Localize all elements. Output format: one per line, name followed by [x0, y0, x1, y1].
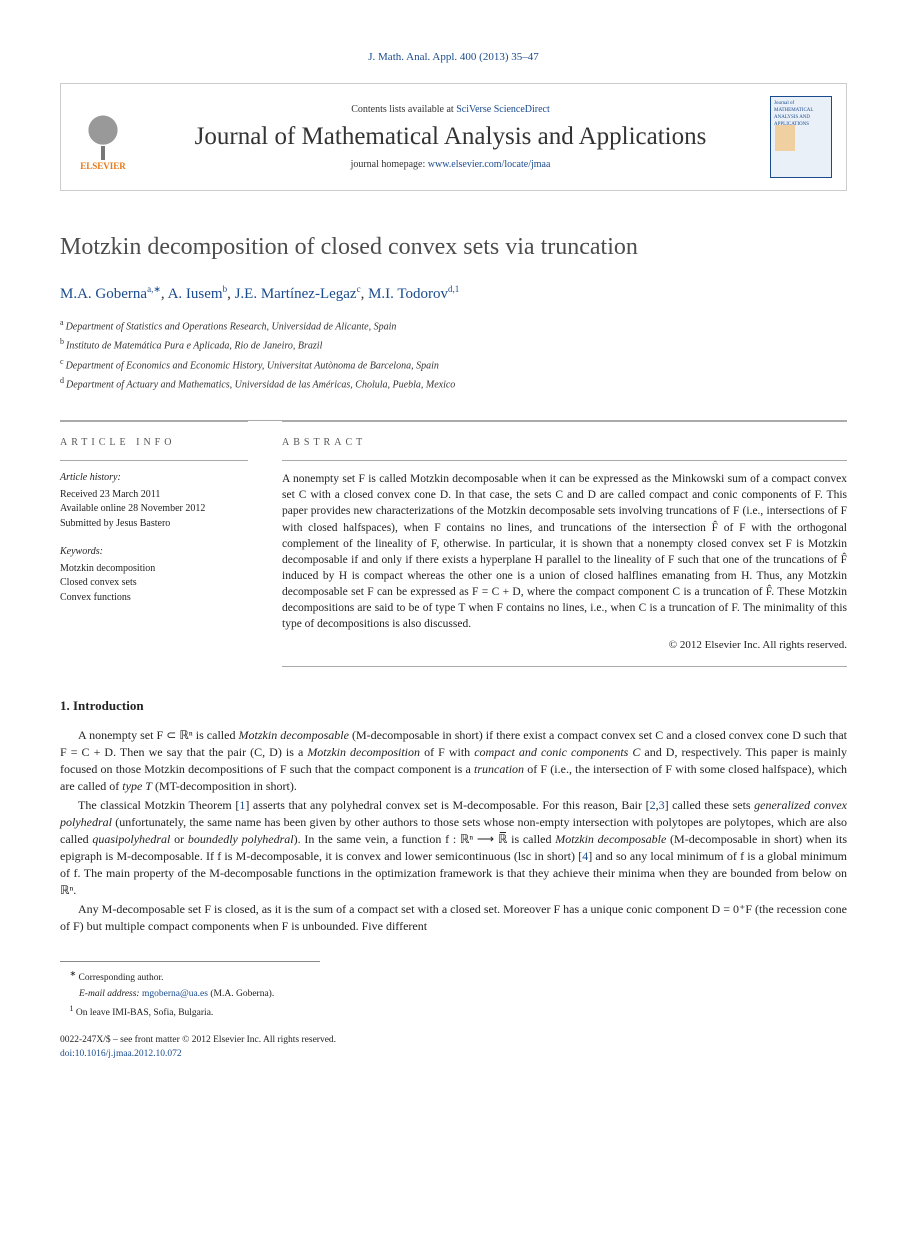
intro-para-3: Any M-decomposable set F is closed, as i… [60, 901, 847, 935]
t: ). In the same vein, a function f : ℝⁿ ⟶… [294, 832, 556, 846]
affil-text: Department of Statistics and Operations … [66, 321, 397, 332]
note1-mark: 1 [70, 1004, 74, 1013]
affil-mark: c [60, 357, 64, 366]
doi-label[interactable]: doi: [60, 1049, 75, 1059]
affil-text: Instituto de Matemática Pura e Aplicada,… [66, 341, 322, 352]
abstract-body: A nonempty set F is called Motzkin decom… [282, 460, 847, 666]
intro-para-2: The classical Motzkin Theorem [1] assert… [60, 797, 847, 899]
t: ] called these sets [665, 798, 755, 812]
journal-cover-thumb: Journal of MATHEMATICAL ANALYSIS AND APP… [770, 96, 832, 178]
received-line: Received 23 March 2011 [60, 488, 248, 503]
author-link[interactable]: M.A. Goberna [60, 286, 147, 302]
affil-mark: b [60, 337, 64, 346]
author-list: M.A. Gobernaa,∗, A. Iusemb, J.E. Martíne… [60, 283, 847, 305]
article-info: ARTICLE INFO Article history: Received 2… [60, 421, 248, 666]
abstract-heading: ABSTRACT [282, 436, 847, 450]
note1-text: On leave IMI-BAS, Sofia, Bulgaria. [76, 1008, 213, 1018]
t: ] asserts that any polyhedral convex set… [245, 798, 649, 812]
keywords-label: Keywords: [60, 545, 248, 560]
affil-text: Department of Actuary and Mathematics, U… [66, 379, 455, 390]
affiliations: aDepartment of Statistics and Operations… [60, 317, 847, 392]
history-label: Article history: [60, 471, 248, 486]
abstract-copyright: © 2012 Elsevier Inc. All rights reserved… [282, 638, 847, 653]
t: Motzkin decomposable [239, 728, 349, 742]
corr-text: Corresponding author. [79, 973, 164, 983]
t: A nonempty set F ⊂ ℝⁿ is called [78, 728, 239, 742]
cover-text: Journal of MATHEMATICAL ANALYSIS AND APP… [774, 100, 828, 128]
info-abstract-row: ARTICLE INFO Article history: Received 2… [60, 420, 847, 666]
section-heading: 1. Introduction [60, 697, 847, 715]
submitted-line: Submitted by Jesus Bastero [60, 517, 248, 532]
homepage-link[interactable]: www.elsevier.com/locate/jmaa [428, 159, 551, 170]
email-link[interactable]: mgoberna@ua.es [142, 989, 208, 999]
doi-line: doi:10.1016/j.jmaa.2012.10.072 [60, 1048, 847, 1061]
article-title: Motzkin decomposition of closed convex s… [60, 231, 847, 265]
contents-available-line: Contents lists available at SciVerse Sci… [145, 103, 756, 117]
affiliation: aDepartment of Statistics and Operations… [60, 317, 847, 334]
author-mark: d,1 [448, 284, 459, 294]
author-mark: c [357, 284, 361, 294]
author-mark: a,∗ [147, 284, 161, 294]
footnotes: ∗ Corresponding author. E-mail address: … [60, 961, 320, 1020]
t: boundedly polyhedral [188, 832, 294, 846]
online-line: Available online 28 November 2012 [60, 502, 248, 517]
affiliation: dDepartment of Actuary and Mathematics, … [60, 375, 847, 392]
publisher-name: ELSEVIER [80, 160, 126, 173]
author-link[interactable]: J.E. Martínez-Legaz [235, 286, 357, 302]
corr-mark: ∗ [70, 969, 77, 978]
corresponding-footnote: ∗ Corresponding author. [60, 968, 320, 985]
citation-line: J. Math. Anal. Appl. 400 (2013) 35–47 [60, 50, 847, 65]
article-history: Article history: Received 23 March 2011 … [60, 460, 248, 531]
email-footnote: E-mail address: mgoberna@ua.es (M.A. Gob… [60, 988, 320, 1001]
affil-mark: d [60, 376, 64, 385]
t: truncation [474, 762, 524, 776]
doi-link[interactable]: 10.1016/j.jmaa.2012.10.072 [75, 1049, 182, 1059]
affiliation: cDepartment of Economics and Economic Hi… [60, 356, 847, 373]
t: Motzkin decomposition [307, 745, 420, 759]
t: quasipolyhedral [92, 832, 170, 846]
abstract: ABSTRACT A nonempty set F is called Motz… [282, 421, 847, 666]
affiliation: bInstituto de Matemática Pura e Aplicada… [60, 336, 847, 353]
homepage-prefix: journal homepage: [351, 159, 428, 170]
masthead: ELSEVIER Contents lists available at Sci… [60, 83, 847, 191]
author-mark: b [223, 284, 228, 294]
email-who: (M.A. Goberna). [210, 989, 274, 999]
t: Motzkin decomposable [555, 832, 666, 846]
contents-prefix: Contents lists available at [351, 104, 456, 115]
elsevier-tree-icon [83, 114, 123, 160]
t: The classical Motzkin Theorem [ [78, 798, 239, 812]
issn-line: 0022-247X/$ – see front matter © 2012 El… [60, 1034, 847, 1047]
keywords-block: Keywords: Motzkin decomposition Closed c… [60, 545, 248, 605]
bottom-matter: 0022-247X/$ – see front matter © 2012 El… [60, 1034, 847, 1061]
publisher-logo: ELSEVIER [75, 102, 131, 172]
email-label: E-mail address: [79, 989, 140, 999]
author-link[interactable]: M.I. Todorov [368, 286, 448, 302]
t: of F with [420, 745, 474, 759]
author-link[interactable]: A. Iusem [168, 286, 223, 302]
t: or [170, 832, 187, 846]
abstract-text: A nonempty set F is called Motzkin decom… [282, 473, 847, 630]
journal-name: Journal of Mathematical Analysis and App… [145, 123, 756, 152]
t: (MT-decomposition in short). [152, 779, 297, 793]
onleave-footnote: 1 On leave IMI-BAS, Sofia, Bulgaria. [60, 1003, 320, 1020]
masthead-center: Contents lists available at SciVerse Sci… [145, 103, 756, 172]
sciencedirect-link[interactable]: SciVerse ScienceDirect [456, 104, 550, 115]
keyword: Motzkin decomposition [60, 562, 248, 577]
keyword: Closed convex sets [60, 576, 248, 591]
t: type T [122, 779, 152, 793]
affil-text: Department of Economics and Economic His… [66, 360, 439, 371]
article-info-heading: ARTICLE INFO [60, 436, 248, 450]
t: compact and conic components C [474, 745, 640, 759]
intro-para-1: A nonempty set F ⊂ ℝⁿ is called Motzkin … [60, 727, 847, 795]
affil-mark: a [60, 318, 64, 327]
homepage-line: journal homepage: www.elsevier.com/locat… [145, 158, 756, 172]
keyword: Convex functions [60, 591, 248, 606]
